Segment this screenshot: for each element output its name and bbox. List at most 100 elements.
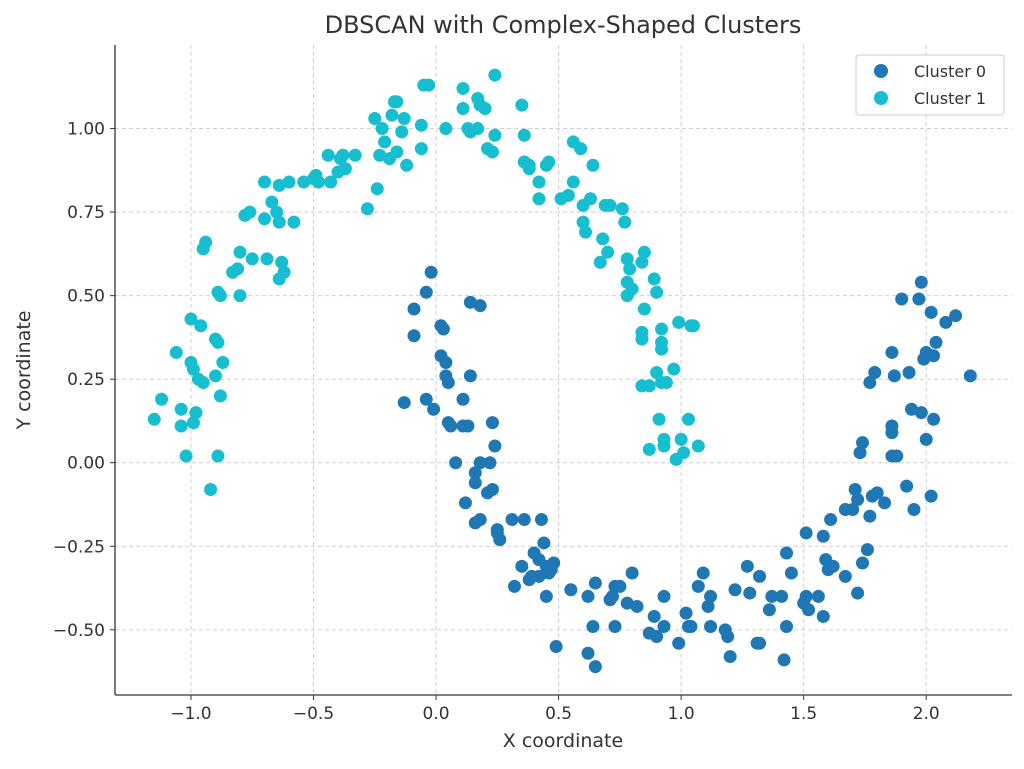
data-point-cluster-0 bbox=[853, 446, 867, 460]
data-point-cluster-0 bbox=[775, 589, 789, 603]
data-point-cluster-0 bbox=[547, 556, 561, 570]
y-tick-label: −0.50 bbox=[53, 621, 105, 641]
data-point-cluster-1 bbox=[213, 289, 227, 303]
y-axis-label: Y coordinate bbox=[13, 311, 35, 431]
axes bbox=[114, 45, 1012, 696]
data-point-cluster-0 bbox=[630, 599, 644, 613]
data-point-cluster-0 bbox=[919, 432, 933, 446]
data-point-cluster-0 bbox=[488, 439, 502, 453]
data-point-cluster-1 bbox=[270, 205, 284, 219]
data-point-cluster-0 bbox=[581, 589, 595, 603]
data-point-cluster-1 bbox=[390, 95, 404, 109]
data-point-cluster-1 bbox=[373, 148, 387, 162]
data-point-cluster-1 bbox=[233, 245, 247, 259]
legend-label-cluster-0: Cluster 0 bbox=[914, 62, 986, 81]
x-tick-label: 1.5 bbox=[790, 704, 817, 724]
data-point-cluster-1 bbox=[233, 289, 247, 303]
data-point-cluster-1 bbox=[414, 142, 428, 156]
data-point-cluster-0 bbox=[863, 376, 877, 390]
data-point-cluster-0 bbox=[704, 589, 718, 603]
data-point-cluster-1 bbox=[574, 142, 588, 156]
data-point-cluster-1 bbox=[258, 212, 271, 226]
data-point-cluster-1 bbox=[566, 175, 580, 189]
data-point-cluster-1 bbox=[623, 262, 637, 276]
data-point-cluster-0 bbox=[846, 503, 860, 517]
data-point-cluster-0 bbox=[507, 579, 521, 593]
data-point-cluster-0 bbox=[963, 369, 977, 383]
data-point-cluster-1 bbox=[532, 192, 546, 206]
data-point-cluster-0 bbox=[439, 355, 453, 369]
data-point-cluster-1 bbox=[321, 148, 335, 162]
data-point-cluster-0 bbox=[765, 589, 779, 603]
data-point-cluster-0 bbox=[868, 366, 882, 380]
data-point-cluster-1 bbox=[368, 112, 382, 126]
data-point-cluster-0 bbox=[870, 486, 884, 500]
chart-title: DBSCAN with Complex-Shaped Clusters bbox=[325, 11, 802, 39]
data-point-cluster-1 bbox=[208, 369, 222, 383]
data-point-cluster-1 bbox=[275, 255, 289, 269]
x-tick-label: 0.0 bbox=[423, 704, 450, 724]
data-point-cluster-0 bbox=[740, 559, 754, 573]
data-point-cluster-0 bbox=[914, 275, 928, 289]
data-point-cluster-0 bbox=[672, 636, 686, 650]
data-point-cluster-1 bbox=[245, 252, 259, 266]
data-point-cluster-0 bbox=[657, 589, 671, 603]
data-point-cluster-0 bbox=[848, 482, 862, 496]
data-point-cluster-1 bbox=[260, 252, 274, 266]
data-point-cluster-0 bbox=[463, 295, 477, 309]
data-point-cluster-1 bbox=[561, 188, 575, 202]
data-point-cluster-0 bbox=[517, 513, 531, 527]
data-point-cluster-1 bbox=[272, 215, 286, 229]
data-point-cluster-1 bbox=[297, 175, 311, 189]
data-point-cluster-0 bbox=[586, 619, 600, 633]
data-point-cluster-1 bbox=[650, 285, 664, 299]
data-point-cluster-1 bbox=[642, 442, 656, 456]
data-point-cluster-0 bbox=[856, 436, 869, 450]
data-point-cluster-0 bbox=[939, 315, 953, 329]
data-point-cluster-0 bbox=[912, 292, 926, 306]
data-point-cluster-0 bbox=[924, 489, 938, 503]
data-point-cluster-1 bbox=[277, 265, 291, 279]
data-point-cluster-1 bbox=[370, 182, 384, 196]
data-point-cluster-0 bbox=[885, 426, 899, 440]
data-point-cluster-1 bbox=[686, 319, 700, 333]
data-point-cluster-1 bbox=[615, 202, 629, 216]
data-point-cluster-1 bbox=[186, 362, 200, 376]
data-point-cluster-1 bbox=[400, 158, 414, 172]
data-point-cluster-1 bbox=[211, 449, 225, 463]
data-point-cluster-1 bbox=[169, 345, 183, 359]
data-point-cluster-1 bbox=[593, 255, 607, 269]
y-tick-label: 1.00 bbox=[67, 120, 105, 140]
data-point-cluster-0 bbox=[456, 392, 470, 406]
data-point-cluster-1 bbox=[488, 68, 502, 82]
data-point-cluster-0 bbox=[780, 546, 794, 560]
data-point-cluster-0 bbox=[743, 586, 757, 600]
data-point-cluster-0 bbox=[468, 476, 482, 490]
data-point-cluster-1 bbox=[336, 148, 350, 162]
data-point-cluster-0 bbox=[691, 579, 705, 593]
data-point-cluster-0 bbox=[863, 509, 877, 523]
data-point-cluster-0 bbox=[473, 299, 487, 313]
data-point-cluster-0 bbox=[900, 479, 914, 493]
data-point-cluster-1 bbox=[635, 325, 649, 339]
data-point-cluster-0 bbox=[927, 412, 941, 426]
data-point-cluster-1 bbox=[390, 145, 404, 159]
data-point-cluster-1 bbox=[174, 402, 188, 416]
data-point-cluster-0 bbox=[701, 599, 715, 613]
data-point-cluster-1 bbox=[287, 215, 301, 229]
data-point-cluster-1 bbox=[485, 145, 499, 159]
data-point-cluster-1 bbox=[601, 245, 615, 259]
data-point-cluster-0 bbox=[902, 366, 916, 380]
data-point-cluster-1 bbox=[189, 406, 203, 420]
data-point-cluster-0 bbox=[762, 603, 776, 617]
data-point-cluster-0 bbox=[650, 630, 664, 644]
data-point-cluster-1 bbox=[579, 225, 593, 239]
data-point-cluster-1 bbox=[378, 135, 392, 149]
data-point-cluster-0 bbox=[620, 596, 634, 610]
data-point-cluster-1 bbox=[642, 379, 656, 393]
y-tick-label: −0.25 bbox=[53, 537, 105, 557]
data-point-cluster-0 bbox=[887, 369, 901, 383]
x-axis-label: X coordinate bbox=[503, 730, 623, 752]
data-point-cluster-1 bbox=[652, 412, 666, 426]
